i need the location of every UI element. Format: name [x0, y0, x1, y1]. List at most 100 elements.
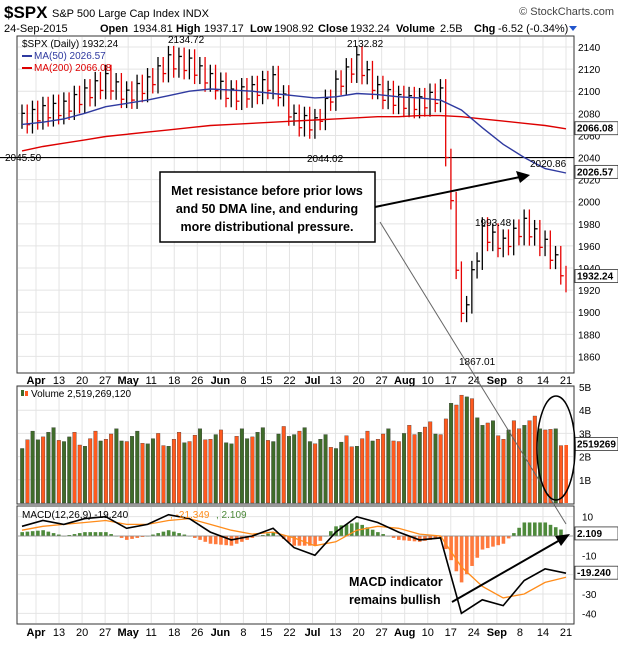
- volume-bar: [303, 428, 307, 503]
- macd-histogram-bar: [491, 536, 495, 547]
- volume-bar: [26, 440, 30, 503]
- price-y-tick: 2100: [578, 87, 601, 98]
- volume-bar: [62, 442, 66, 503]
- x-tick-label-bottom: Jul: [305, 627, 321, 639]
- volume-bar: [449, 403, 453, 503]
- x-tick-label-top: 27: [376, 375, 388, 387]
- macd-histogram-bar: [475, 536, 479, 558]
- macd-histogram-bar: [486, 536, 490, 548]
- macd-histogram-bar: [319, 536, 323, 541]
- open-label: Open: [100, 23, 128, 35]
- volume-bar: [172, 439, 176, 503]
- macd-histogram-bar: [371, 530, 375, 536]
- price-label-2134: 2134.72: [168, 35, 205, 46]
- volume-bar: [502, 439, 506, 503]
- price-y-tick: 2000: [578, 198, 601, 209]
- macd-histogram-bar: [230, 536, 234, 546]
- price-y-tick: 2040: [578, 154, 601, 165]
- x-tick-label-top: Sep: [487, 375, 507, 387]
- price-label-2044: 2044.02: [307, 154, 344, 165]
- x-tick-label-bottom: 26: [191, 627, 203, 639]
- macd-legend-signal: , -21.349: [170, 510, 210, 521]
- macd-histogram-bar: [125, 536, 129, 540]
- macd-callout-line1: MACD indicator: [349, 575, 443, 589]
- volume-bar: [376, 439, 380, 503]
- macd-histogram-bar: [502, 536, 506, 544]
- volume-bar: [298, 431, 302, 503]
- macd-histogram-bar: [360, 525, 364, 536]
- volume-bar: [339, 442, 343, 503]
- macd-y-tick: -30: [582, 590, 597, 601]
- volume-bar: [350, 447, 354, 503]
- volume-bar: [282, 426, 286, 503]
- macd-histogram-bar: [554, 527, 558, 536]
- x-tick-label-bottom: 27: [99, 627, 111, 639]
- volume-bar: [559, 446, 563, 503]
- volume-bar: [481, 425, 485, 503]
- volume-bar: [36, 440, 40, 503]
- ma200-legend: MA(200) 2066.08: [34, 63, 112, 74]
- volume-bar: [428, 422, 432, 503]
- volume-bar: [475, 418, 479, 503]
- macd-histogram-bar: [99, 532, 103, 536]
- volume-bar: [256, 432, 260, 503]
- macd-legend-label: MACD(12,26,9) -19.240: [22, 510, 129, 521]
- volume-bar: [345, 436, 349, 503]
- x-tick-label-top: 17: [445, 375, 457, 387]
- chg-label: Chg: [474, 23, 495, 35]
- volume-bar: [230, 444, 234, 503]
- volume-bar: [146, 444, 150, 503]
- price-legend: $SPX (Daily) 1932.24 MA(50) 2026.57 MA(2…: [22, 39, 119, 74]
- volume-y-tick: 5B: [579, 383, 592, 394]
- macd-histogram-bar: [52, 533, 56, 536]
- volume-bar: [130, 436, 134, 503]
- volume-bar: [141, 443, 145, 503]
- macd-histogram-bar: [449, 536, 453, 560]
- volume-bar: [517, 429, 521, 503]
- macd-histogram-bar: [402, 536, 406, 540]
- volume-value: 2.5B: [440, 23, 463, 35]
- volume-bar: [177, 432, 181, 503]
- volume-bar: [20, 448, 24, 503]
- price-y-tick: 2140: [578, 43, 601, 54]
- volume-bar: [73, 432, 77, 503]
- resistance-callout-line2: and 50 DMA line, and enduring: [176, 202, 358, 216]
- price-y-tick: 2080: [578, 109, 601, 120]
- volume-bar: [104, 439, 108, 503]
- volume-bar: [266, 440, 270, 503]
- volume-bar: [418, 432, 422, 503]
- volume-bar: [219, 430, 223, 503]
- x-tick-label-top: 27: [99, 375, 111, 387]
- macd-histogram-bar: [209, 536, 213, 544]
- hist-axis-tag: 2.109: [577, 529, 602, 540]
- x-tick-label-top: 14: [537, 375, 549, 387]
- volume-bar: [455, 405, 459, 503]
- volume-bar: [292, 435, 296, 503]
- volume-bar: [470, 399, 474, 503]
- volume-bar: [251, 437, 255, 503]
- volume-bar: [193, 435, 197, 503]
- index-name: S&P 500 Large Cap Index INDX: [52, 8, 210, 20]
- macd-histogram-bar: [94, 532, 98, 536]
- macd-histogram-bar: [88, 532, 92, 536]
- low-value: 1908.92: [274, 23, 314, 35]
- ma50-axis-tag: 2026.57: [577, 167, 614, 178]
- volume-y-tick: 1B: [579, 476, 592, 487]
- x-tick-label-top: 21: [560, 375, 572, 387]
- macd-axis-tag: -19.240: [577, 568, 611, 579]
- x-tick-label-top: 22: [283, 375, 295, 387]
- volume-bar: [397, 442, 401, 503]
- macd-histogram-bar: [83, 532, 87, 536]
- x-tick-label-top: 18: [168, 375, 180, 387]
- symbol-title: $SPX: [4, 3, 48, 22]
- macd-histogram-bar: [214, 536, 218, 544]
- macd-histogram-bar: [460, 536, 464, 582]
- volume-bar: [355, 446, 359, 503]
- macd-histogram-bar: [523, 522, 527, 536]
- volume-bar: [52, 428, 56, 503]
- volume-bar: [99, 441, 103, 503]
- volume-bar: [371, 441, 375, 503]
- x-tick-label-top: 20: [76, 375, 88, 387]
- x-tick-label-top: 8: [240, 375, 246, 387]
- volume-bar: [245, 439, 249, 503]
